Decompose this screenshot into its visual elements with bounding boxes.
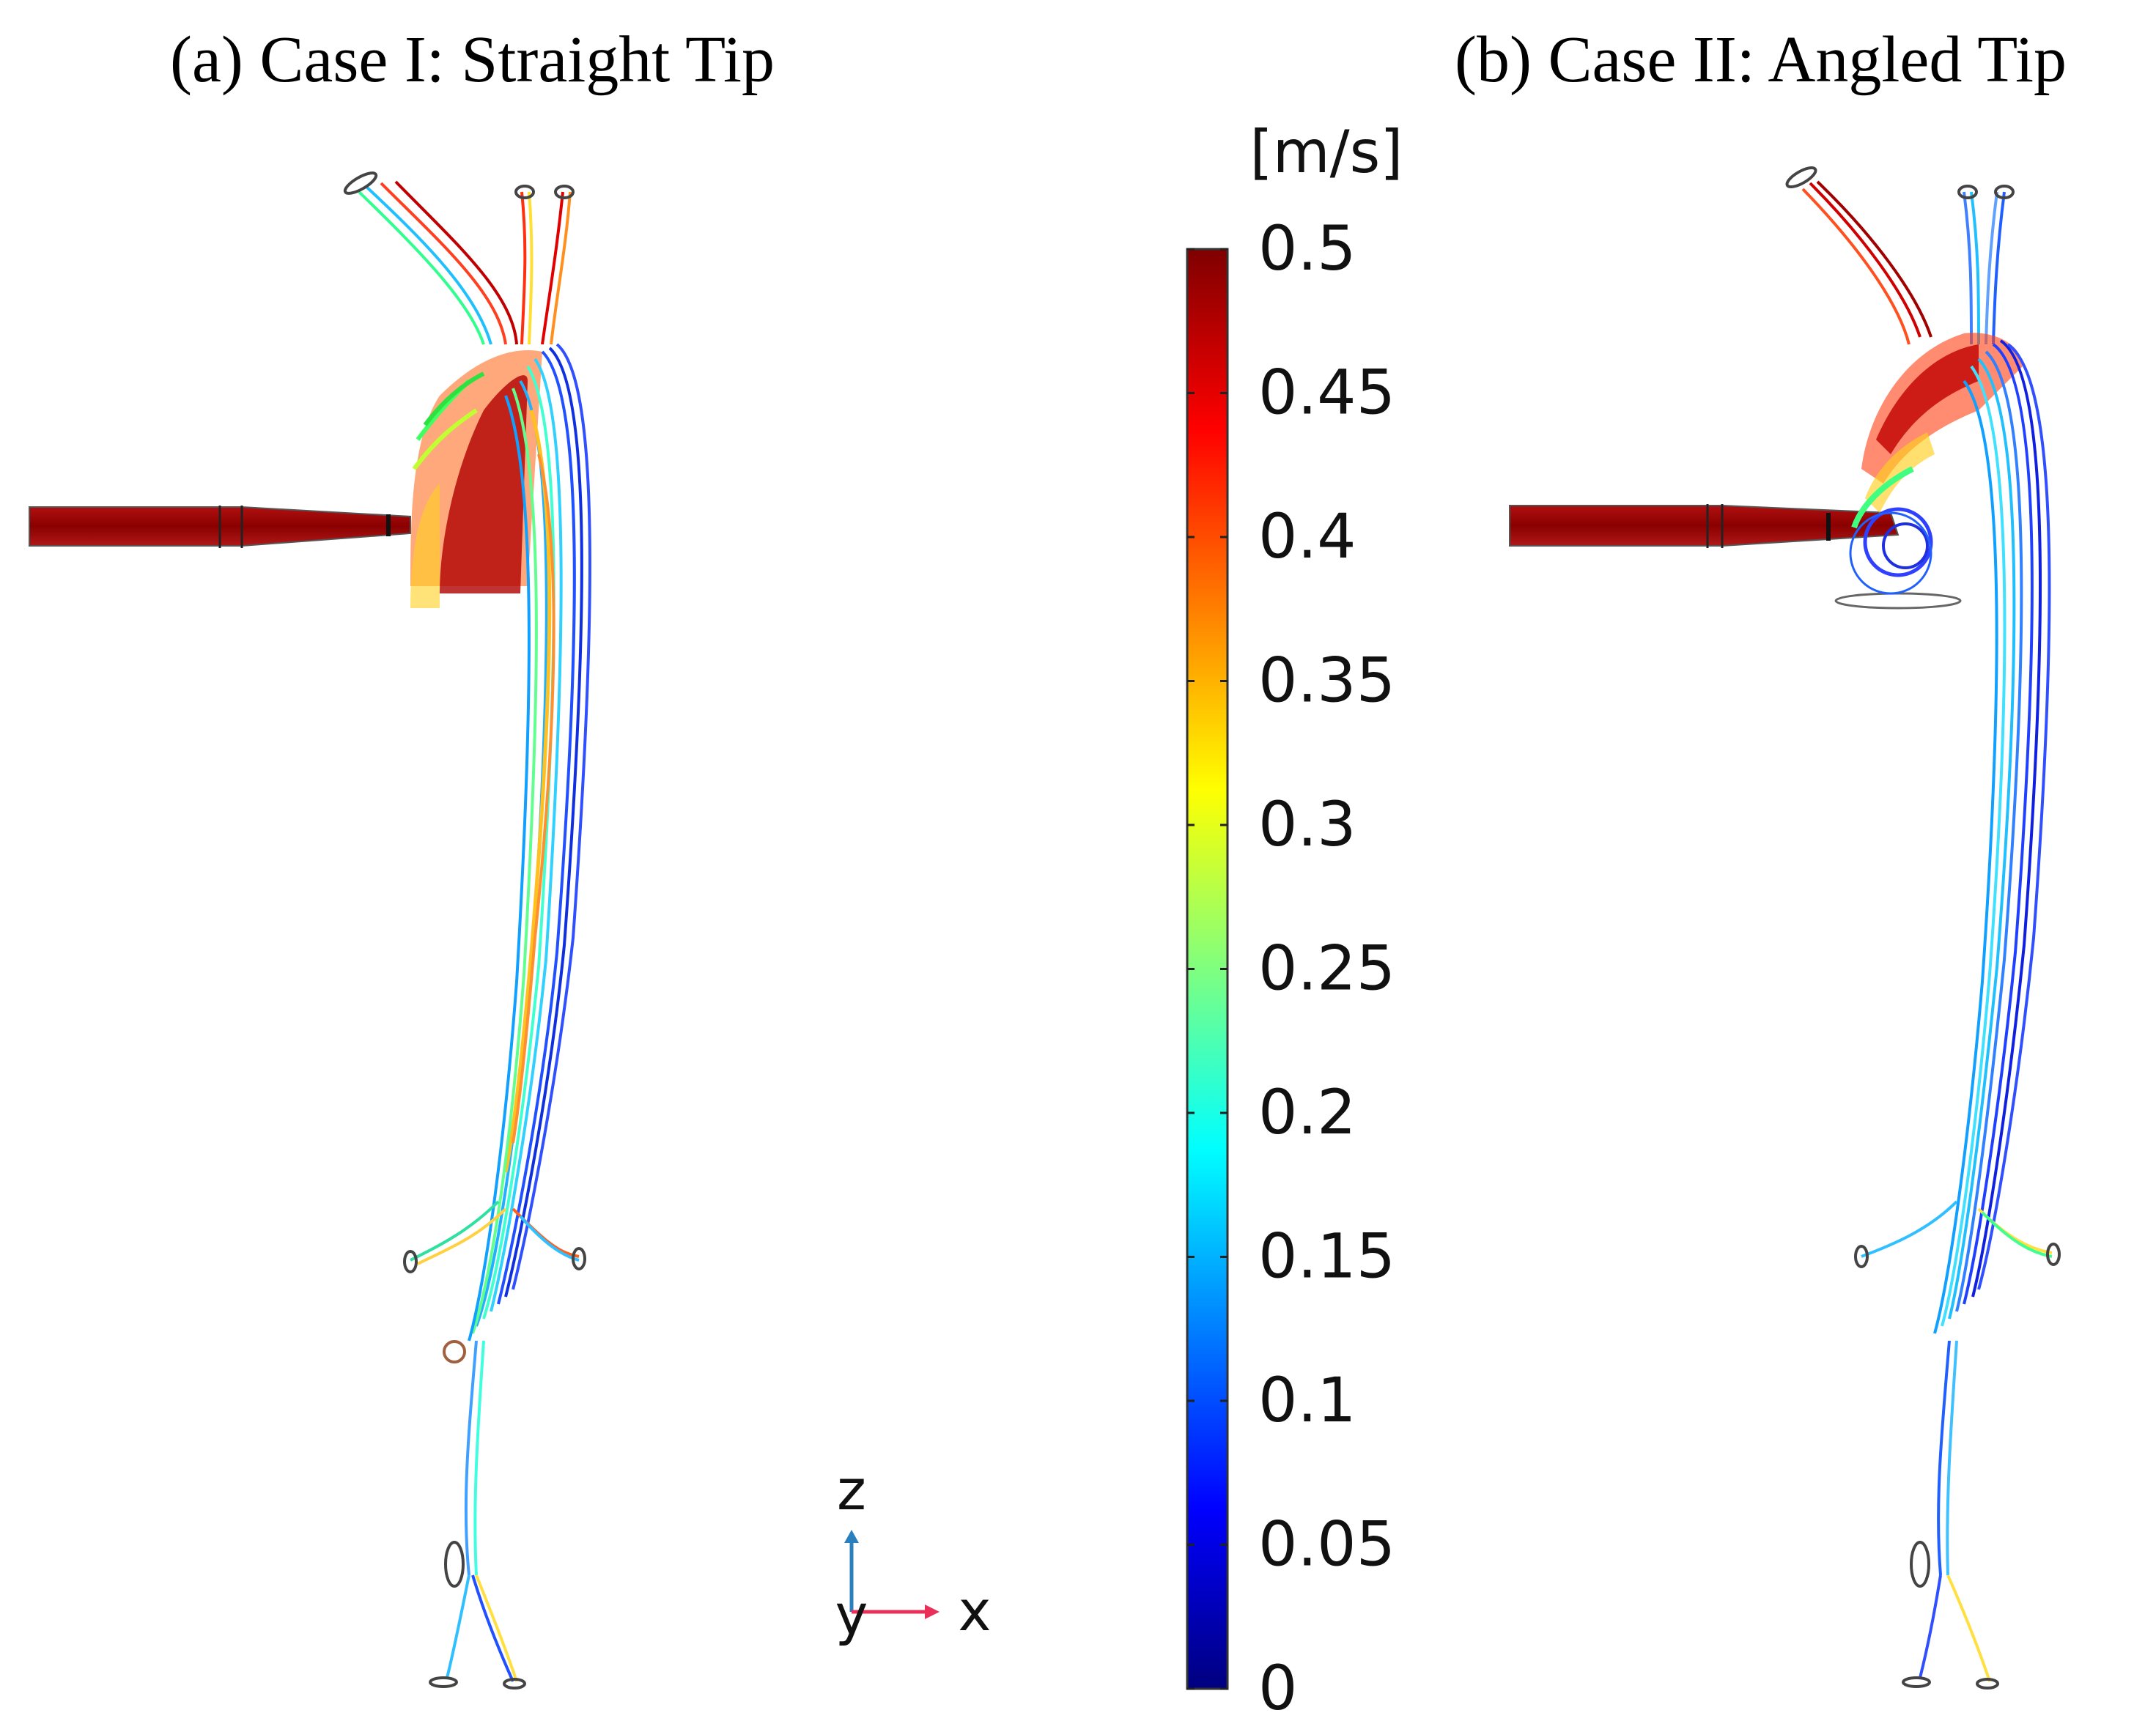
panel-b-vessel bbox=[1509, 166, 2061, 1690]
colorbar-tick-label: 0.05 bbox=[1258, 1509, 1395, 1580]
colorbar-tick-label: 0.5 bbox=[1258, 212, 1356, 284]
colorbar-tick-label: 0.35 bbox=[1258, 645, 1395, 717]
colorbar: [m/s] 0.5 0.45 0.4 0.35 0.3 0.25 0.2 0.15 0.1 0.0… bbox=[1186, 118, 1403, 1724]
colorbar-tick-label: 0.45 bbox=[1258, 357, 1395, 429]
panel-a-lower-branches bbox=[403, 1200, 586, 1690]
panel-b-descending-streamlines bbox=[1933, 339, 2051, 1334]
panel-a-descending-streamlines bbox=[468, 343, 591, 1341]
x-axis-arrowhead bbox=[925, 1605, 939, 1619]
colorbar-unit: [m/s] bbox=[1250, 118, 1403, 186]
x-axis-label: x bbox=[959, 1578, 992, 1643]
y-axis-label: y bbox=[835, 1582, 868, 1647]
z-axis-arrowhead bbox=[844, 1530, 859, 1543]
panel-b-lower-branches bbox=[1854, 1200, 2061, 1690]
panel-a-head-branches bbox=[343, 171, 575, 345]
panel-b-arch-jet bbox=[1849, 333, 2023, 595]
panel-b-head-branches bbox=[1785, 166, 2015, 345]
axes-triad: z y x bbox=[835, 1457, 992, 1647]
colorbar-tick-label: 0.3 bbox=[1258, 788, 1356, 860]
colorbar-tick-label: 0.25 bbox=[1258, 933, 1395, 1004]
colorbar-tick-label: 0.4 bbox=[1258, 500, 1356, 572]
panel-b-title: (b) Case II: Angled Tip bbox=[1455, 23, 2067, 96]
colorbar-tick-label: 0.2 bbox=[1258, 1076, 1356, 1148]
colorbar-ticks: 0.5 0.45 0.4 0.35 0.3 0.25 0.2 0.15 0.1 0.05 0 bbox=[1187, 212, 1395, 1724]
panel-a-vessel bbox=[29, 171, 591, 1690]
colorbar-tick-label: 0.15 bbox=[1258, 1221, 1395, 1292]
z-axis-label: z bbox=[837, 1457, 866, 1522]
panel-a-cannula bbox=[29, 506, 411, 548]
colorbar-tick-label: 0 bbox=[1258, 1652, 1297, 1724]
colorbar-tick-label: 0.1 bbox=[1258, 1364, 1356, 1436]
panel-b-cannula bbox=[1509, 504, 1900, 548]
panel-b-outlet-ring bbox=[1834, 592, 1962, 610]
panel-a-title: (a) Case I: Straight Tip bbox=[170, 23, 775, 96]
